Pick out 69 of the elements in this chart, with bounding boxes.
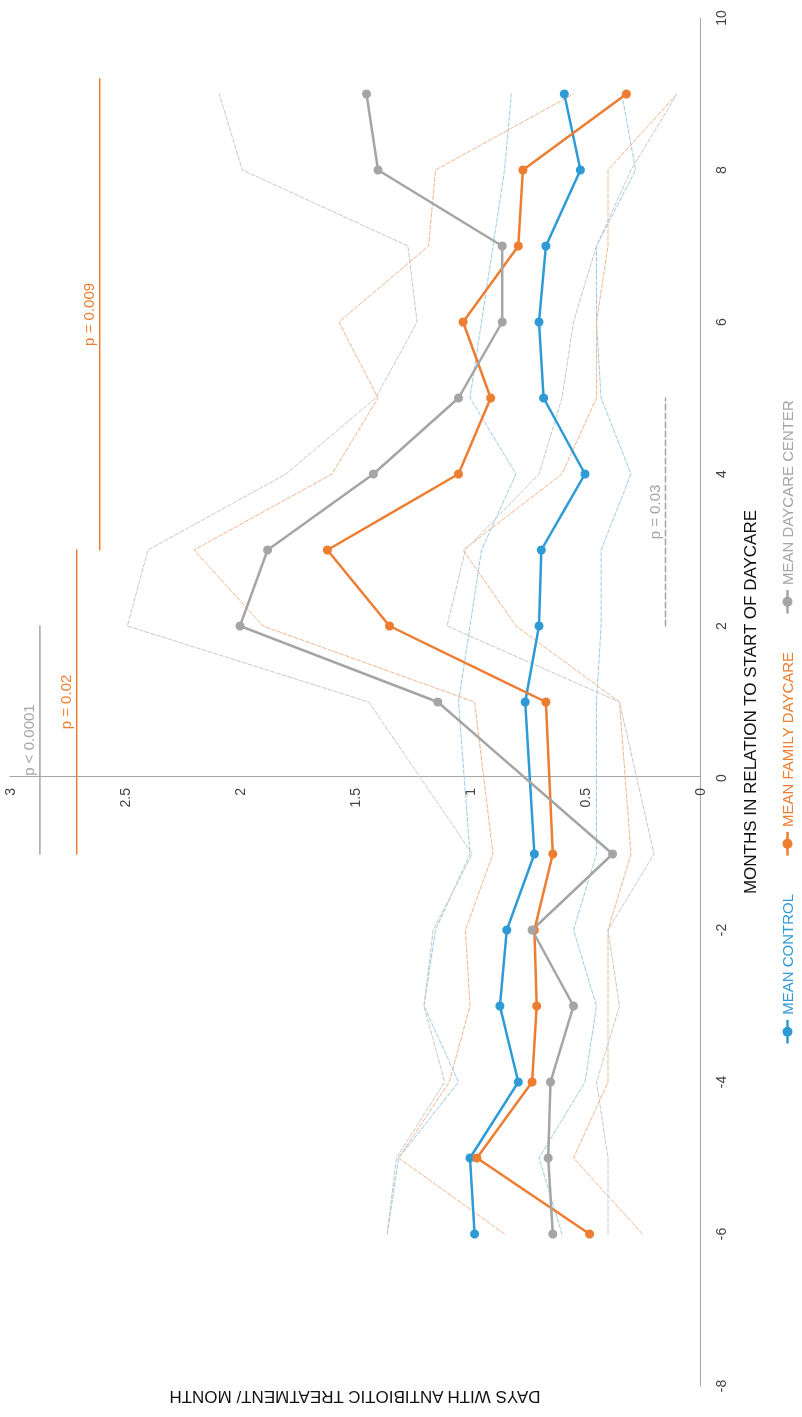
point <box>362 89 371 99</box>
point <box>472 1153 482 1163</box>
y-tick-label: -6 <box>713 1227 729 1241</box>
point <box>559 89 569 99</box>
point <box>536 545 546 555</box>
point <box>513 1077 523 1087</box>
x-tick-label: 1.5 <box>347 787 363 808</box>
point <box>585 1229 595 1239</box>
point <box>433 697 443 707</box>
x-tick-label: 0 <box>692 787 708 796</box>
point <box>534 621 544 631</box>
y-tick-label: 8 <box>713 165 729 174</box>
point <box>454 393 463 403</box>
point <box>543 1153 553 1163</box>
y-tick-label: 4 <box>713 469 729 478</box>
point <box>518 165 528 175</box>
point <box>454 469 463 479</box>
y-tick-label: -2 <box>713 923 729 937</box>
y-tick-label: 0 <box>713 773 729 782</box>
point <box>529 849 539 859</box>
point <box>368 469 378 479</box>
point <box>322 545 332 555</box>
y-tick-label: 10 <box>713 10 729 26</box>
x-tick-label: 0.5 <box>577 787 593 808</box>
y-tick-label: -8 <box>713 1379 729 1393</box>
text: MEAN DAYCARE CENTER <box>778 400 796 585</box>
y-tick-label: 6 <box>713 317 729 326</box>
text: p = 0.009 <box>79 282 97 346</box>
point <box>580 469 590 479</box>
point <box>486 393 496 403</box>
y-axis-title: MONTHS IN RELATION TO START OF DAYCARE <box>741 509 760 895</box>
point <box>373 165 383 175</box>
point <box>513 241 523 251</box>
point <box>235 621 245 631</box>
point <box>385 621 394 631</box>
point <box>502 925 512 935</box>
point <box>497 317 507 327</box>
point <box>458 317 468 327</box>
point <box>527 1077 537 1087</box>
x-axis-title: DAYS WITH ANTIBIOTIC TREATMENT/ MONTH <box>169 1386 541 1406</box>
point <box>263 545 273 555</box>
point <box>495 1001 505 1011</box>
y-tick-label: -4 <box>713 1075 729 1089</box>
point <box>546 1077 555 1087</box>
text: p = 0.03 <box>645 484 663 540</box>
point <box>534 317 544 327</box>
point <box>548 1229 558 1239</box>
text: p < 0.0001 <box>19 704 37 776</box>
point <box>497 241 507 251</box>
point <box>548 849 558 859</box>
text: MEAN CONTROL <box>778 893 796 1015</box>
point <box>569 1001 578 1011</box>
point <box>621 89 631 99</box>
text: MEAN FAMILY DAYCARE <box>778 651 796 827</box>
x-tick-label: 2 <box>232 787 248 796</box>
x-tick-label: 1 <box>462 787 478 796</box>
point <box>575 165 585 175</box>
point <box>532 1001 542 1011</box>
line-series <box>193 93 574 1235</box>
point <box>520 697 530 707</box>
point <box>541 697 551 707</box>
x-tick-label: 3 <box>2 787 18 796</box>
point <box>539 393 549 403</box>
point <box>541 241 551 251</box>
point <box>608 849 618 859</box>
x-tick-label: 2.5 <box>117 787 133 808</box>
y-tick-label: 2 <box>713 621 729 630</box>
point <box>470 1229 480 1239</box>
text: p = 0.02 <box>56 674 74 730</box>
